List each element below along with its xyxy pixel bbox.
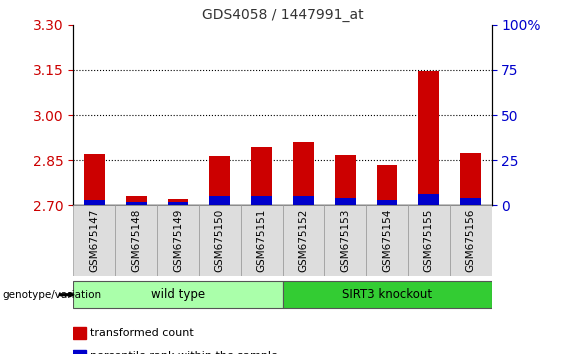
Bar [115, 205, 157, 276]
Bar [334, 155, 356, 205]
Title: GDS4058 / 1447991_at: GDS4058 / 1447991_at [202, 8, 363, 22]
Text: SIRT3 knockout: SIRT3 knockout [342, 288, 432, 301]
Text: GSM675148: GSM675148 [131, 209, 141, 272]
Text: transformed count: transformed count [90, 328, 194, 338]
Text: GSM675154: GSM675154 [382, 209, 392, 272]
Bar [167, 202, 189, 205]
Bar [293, 142, 314, 205]
Bar [125, 202, 147, 205]
Bar [209, 196, 231, 205]
Text: GSM675151: GSM675151 [257, 209, 267, 272]
Text: GSM675147: GSM675147 [89, 209, 99, 272]
Bar [209, 156, 231, 205]
Bar [282, 205, 324, 276]
Bar [418, 72, 440, 205]
Text: GSM675156: GSM675156 [466, 209, 476, 272]
Bar [366, 205, 408, 276]
Bar [167, 199, 189, 205]
Bar [73, 350, 86, 354]
Bar [418, 194, 440, 205]
Bar [450, 205, 492, 276]
Bar [324, 205, 366, 276]
Text: percentile rank within the sample: percentile rank within the sample [90, 351, 278, 354]
Bar [125, 196, 147, 205]
Text: GSM675152: GSM675152 [298, 209, 308, 272]
Text: GSM675149: GSM675149 [173, 209, 183, 272]
Bar [377, 200, 398, 205]
Text: genotype/variation: genotype/variation [3, 290, 102, 300]
Text: wild type: wild type [151, 288, 205, 301]
Bar [377, 165, 398, 205]
Bar [251, 147, 272, 205]
Bar [199, 205, 241, 276]
Bar [251, 196, 272, 205]
Bar [293, 196, 314, 205]
Text: GSM675150: GSM675150 [215, 209, 225, 272]
Bar [241, 205, 282, 276]
Bar [157, 205, 199, 276]
Bar [408, 205, 450, 276]
Bar [73, 281, 282, 308]
Bar [460, 198, 481, 205]
Bar [84, 200, 105, 205]
Bar [73, 205, 115, 276]
Text: GSM675155: GSM675155 [424, 209, 434, 272]
Bar [84, 154, 105, 205]
Bar [282, 281, 492, 308]
Bar [73, 327, 86, 339]
Bar [334, 198, 356, 205]
Text: GSM675153: GSM675153 [340, 209, 350, 272]
Bar [460, 153, 481, 205]
